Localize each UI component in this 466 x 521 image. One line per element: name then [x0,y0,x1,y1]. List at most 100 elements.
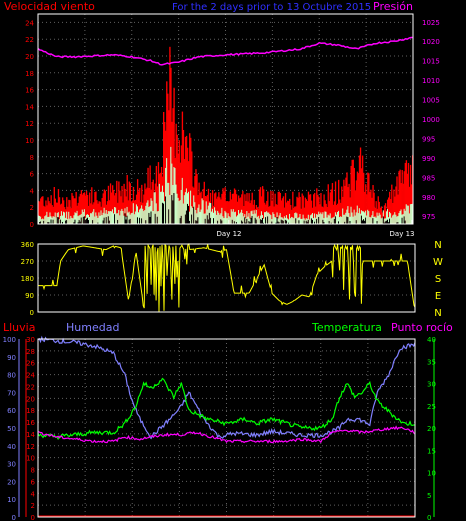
wind-tick-label: 6 [30,171,35,179]
wind-average-bar [355,212,358,224]
humidity-tick-label: 40 [7,443,16,451]
wind-average-bar [238,210,240,224]
wind-gust-bar [102,193,104,224]
rain-tick-label: 18 [26,407,35,415]
wind-gust-bar [170,67,172,224]
wind-average-bar [149,206,151,224]
wind-calm-bar [306,221,309,224]
wind-gust-bar [232,193,235,224]
wind-average-bar [379,214,382,224]
wind-gust-bar [242,190,244,224]
wind-gust-bar [177,153,179,224]
wind-average-bar [350,206,352,224]
wind-gust-bar [238,195,240,224]
wind-average-bar [49,212,51,224]
wind-average-bar [359,213,362,224]
wind-average-bar [404,210,407,224]
wind-average-bar [171,163,173,224]
wind-average-bar [105,210,108,224]
wind-calm-bar [389,218,391,224]
wind-average-bar [167,182,169,224]
wind-average-bar [389,211,391,224]
wind-average-bar [308,219,311,224]
wind-gust-bar [308,194,311,224]
wind-average-bar [306,218,309,224]
wind-average-bar [314,213,316,224]
wind-gust-bar [408,186,411,224]
wind-gust-bar [194,175,196,224]
wind-average-bar [252,214,254,224]
wind-average-bar [197,207,199,224]
wind-average-bar [108,211,111,224]
wind-average-bar [217,210,219,224]
wind-calm-bar [303,220,305,224]
wind-average-bar [273,214,275,224]
direction-panel-frame [37,243,416,313]
wind-gust-bar [40,198,42,224]
wind-calm-bar [280,219,283,224]
wind-average-bar [180,189,183,224]
wind-gust-bar [80,190,83,224]
wind-gust-bar [318,196,320,224]
wind-gust-bar [42,196,44,224]
wind-average-bar [231,211,234,224]
wind-average-bar [179,200,182,224]
pressure-tick-label: 1020 [422,38,440,46]
wind-gust-bar [228,201,230,224]
wind-average-bar [285,215,288,224]
wind-average-bar [72,218,74,224]
wind-gust-bar [133,200,136,224]
rain-tick-label: 28 [26,348,35,356]
wind-calm-bar [333,219,336,224]
wind-calm-bar [307,219,310,224]
humidity-tick-label: 80 [7,372,16,380]
wind-tick-label: 12 [25,120,34,128]
wind-average-bar [116,213,118,224]
wind-gust-bar [123,183,125,224]
wind-gust-bar [196,173,198,224]
wind-gust-bar [384,203,387,224]
wind-calm-bar [80,217,83,224]
wind-calm-bar [401,217,403,224]
wind-average-bar [343,214,345,224]
wind-average-bar [324,211,326,224]
wind-calm-bar [360,215,363,224]
wind-gust-bar [291,209,293,224]
wind-average-bar [291,216,293,224]
wind-gust-bar [263,189,265,224]
wind-average-bar [140,208,142,224]
wind-average-bar [253,210,255,224]
wind-calm-bar [129,218,132,224]
wind-average-bar [301,218,303,224]
pressure-line [37,36,413,66]
wind-average-bar [331,217,334,224]
rain-tick-label: 26 [26,360,35,368]
pressure-tick-label: 985 [422,174,435,182]
wind-calm-bar [107,216,110,224]
wind-gust-bar [243,205,245,224]
wind-average-bar [145,205,147,224]
wind-gust-bar [57,189,60,224]
wind-gust-bar [43,205,45,224]
wind-gust-bar [383,205,386,224]
wind-calm-bar [282,220,285,224]
wind-average-bar [317,214,319,224]
wind-calm-bar [141,218,143,224]
wind-calm-bar [74,219,76,224]
wind-gust-bar [323,194,325,224]
wind-calm-bar [241,220,243,224]
temperature-tick-label: 40 [427,336,436,344]
wind-calm-bar [249,222,251,224]
wind-gust-bar [78,196,80,224]
wind-gust-bar [191,151,193,224]
wind-calm-bar [281,220,284,224]
wind-gust-bar [298,192,300,224]
wind-calm-bar [88,220,90,224]
wind-average-bar [399,210,401,224]
wind-calm-bar [250,217,252,224]
wind-calm-bar [124,213,126,224]
wind-gust-bar [124,188,126,224]
wind-calm-bar [150,211,152,224]
wind-average-bar [203,213,205,224]
wind-gust-bar [260,196,263,224]
